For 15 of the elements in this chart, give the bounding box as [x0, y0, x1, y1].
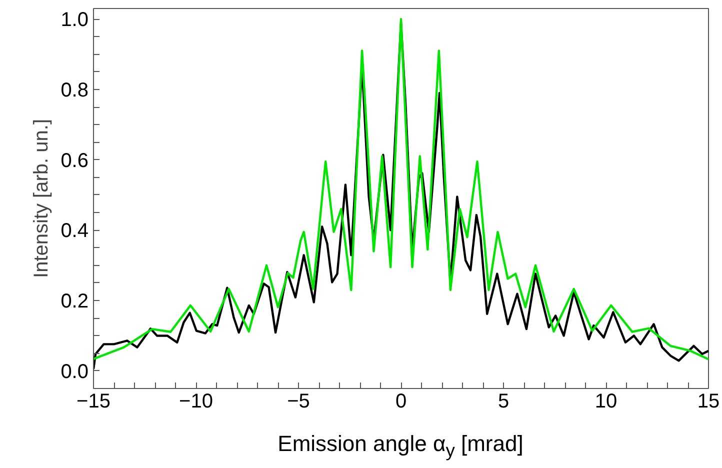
x-tick-label: 10: [594, 390, 618, 412]
y-tick-label: 0.0: [60, 360, 89, 383]
y-tick-label: 0.4: [60, 220, 89, 242]
x-tick-label: −10: [179, 390, 213, 412]
y-axis-title: Intensity [arb. un.]: [30, 119, 53, 278]
y-tick-label: 0.2: [60, 290, 89, 313]
x-tick-label: 15: [697, 390, 720, 412]
x-tick-label: 5: [498, 390, 510, 412]
x-tick-label: −5: [287, 390, 310, 412]
y-tick-label: 1.0: [60, 9, 89, 32]
y-tick-label: 0.8: [60, 79, 89, 102]
y-tick-label: 0.6: [60, 150, 89, 172]
x-axis-title: Emission angle α$_{y}$ [mrad]: [278, 430, 524, 462]
x-tick-label: 0: [395, 390, 407, 412]
x-tick-label: −15: [76, 390, 110, 412]
